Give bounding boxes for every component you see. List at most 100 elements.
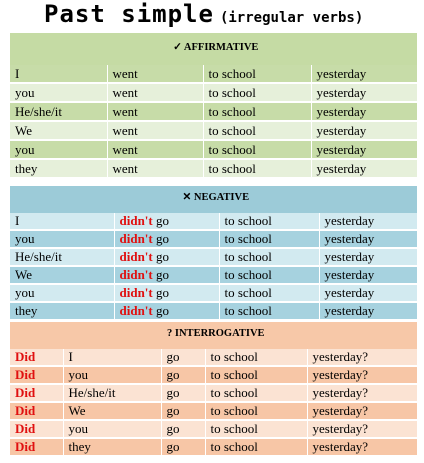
verb-text: go	[156, 231, 169, 246]
time-cell: yesterday	[319, 284, 418, 303]
verb-cell: didn't go	[114, 213, 220, 231]
aux-did: Did	[10, 349, 64, 367]
subject-cell: I	[10, 213, 115, 231]
table-row: I went to school yesterday	[10, 65, 418, 84]
subject-cell: they	[10, 159, 108, 179]
verb-text: go	[156, 285, 169, 300]
time-cell: yesterday	[311, 121, 418, 141]
subject-cell: We	[10, 121, 108, 141]
subject-cell: you	[10, 83, 108, 103]
affirmative-table: ✓ AFFIRMATIVE I went to school yesterday…	[10, 33, 418, 179]
subject-cell: you	[10, 284, 115, 303]
time-cell: yesterday	[311, 65, 418, 84]
verb-cell: went	[107, 159, 204, 179]
place-cell: to school	[203, 140, 312, 160]
subject-cell: you	[63, 366, 162, 385]
time-cell: yesterday?	[307, 402, 418, 421]
verb-text: go	[156, 249, 169, 264]
table-row: We went to school yesterday	[10, 121, 418, 141]
verb-cell: didn't go	[114, 302, 220, 321]
time-cell: yesterday	[311, 102, 418, 122]
table-row: you didn't go to school yesterday	[10, 284, 418, 303]
time-cell: yesterday	[311, 140, 418, 160]
time-cell: yesterday	[319, 266, 418, 285]
place-cell: to school	[219, 248, 320, 267]
subject-cell: We	[63, 402, 162, 421]
title-sub: (irregular verbs)	[219, 10, 364, 26]
verb-cell: didn't go	[114, 284, 220, 303]
table-row: We didn't go to school yesterday	[10, 266, 418, 285]
verb-text: go	[156, 213, 169, 228]
place-cell: to school	[219, 213, 320, 231]
aux-did: Did	[10, 366, 64, 385]
table-row: you went to school yesterday	[10, 140, 418, 160]
verb-cell: go	[161, 438, 206, 457]
table-row: you went to school yesterday	[10, 83, 418, 103]
place-cell: to school	[203, 159, 312, 179]
table-row: Did you go to school yesterday?	[10, 420, 418, 439]
verb-cell: went	[107, 65, 204, 84]
negative-table: ✕ NEGATIVE I didn't go to school yesterd…	[10, 186, 418, 321]
place-cell: to school	[203, 102, 312, 122]
time-cell: yesterday	[311, 159, 418, 179]
place-cell: to school	[205, 349, 308, 367]
verb-text: go	[156, 267, 169, 282]
time-cell: yesterday?	[307, 420, 418, 439]
subject-cell: He/she/it	[63, 384, 162, 403]
time-cell: yesterday	[319, 213, 418, 231]
verb-cell: go	[161, 384, 206, 403]
verb-cell: went	[107, 83, 204, 103]
time-cell: yesterday	[319, 248, 418, 267]
negative-header: ✕ NEGATIVE	[10, 186, 418, 208]
verb-cell: didn't go	[114, 266, 220, 285]
place-cell: to school	[219, 284, 320, 303]
aux-did: Did	[10, 420, 64, 439]
place-cell: to school	[205, 438, 308, 457]
verb-cell: go	[161, 366, 206, 385]
time-cell: yesterday	[311, 83, 418, 103]
verb-cell: went	[107, 102, 204, 122]
place-cell: to school	[203, 121, 312, 141]
aux-didnt: didn't	[119, 267, 153, 282]
subject-cell: they	[63, 438, 162, 457]
table-row: He/she/it didn't go to school yesterday	[10, 248, 418, 267]
verb-cell: go	[161, 420, 206, 439]
table-row: you didn't go to school yesterday	[10, 230, 418, 249]
interrogative-table: ? INTERROGATIVE Did I go to school yeste…	[10, 322, 418, 457]
place-cell: to school	[205, 402, 308, 421]
verb-cell: didn't go	[114, 230, 220, 249]
aux-didnt: didn't	[119, 249, 153, 264]
aux-did: Did	[10, 402, 64, 421]
subject-cell: they	[10, 302, 115, 321]
place-cell: to school	[203, 65, 312, 84]
aux-did: Did	[10, 438, 64, 457]
table-row: Did We go to school yesterday?	[10, 402, 418, 421]
aux-didnt: didn't	[119, 213, 153, 228]
time-cell: yesterday	[319, 302, 418, 321]
place-cell: to school	[219, 266, 320, 285]
subject-cell: I	[63, 349, 162, 367]
place-cell: to school	[205, 384, 308, 403]
table-row: Did I go to school yesterday?	[10, 349, 418, 367]
table-row: I didn't go to school yesterday	[10, 213, 418, 231]
subject-cell: I	[10, 65, 108, 84]
time-cell: yesterday?	[307, 384, 418, 403]
verb-cell: went	[107, 121, 204, 141]
time-cell: yesterday?	[307, 366, 418, 385]
interrogative-header: ? INTERROGATIVE	[10, 322, 418, 344]
aux-didnt: didn't	[119, 231, 153, 246]
time-cell: yesterday?	[307, 438, 418, 457]
aux-did: Did	[10, 384, 64, 403]
table-row: they didn't go to school yesterday	[10, 302, 418, 321]
subject-cell: We	[10, 266, 115, 285]
verb-cell: didn't go	[114, 248, 220, 267]
aux-didnt: didn't	[119, 303, 153, 318]
place-cell: to school	[205, 366, 308, 385]
place-cell: to school	[219, 302, 320, 321]
subject-cell: you	[10, 230, 115, 249]
place-cell: to school	[219, 230, 320, 249]
time-cell: yesterday	[319, 230, 418, 249]
table-row: they went to school yesterday	[10, 159, 418, 179]
subject-cell: you	[10, 140, 108, 160]
verb-text: go	[156, 303, 169, 318]
